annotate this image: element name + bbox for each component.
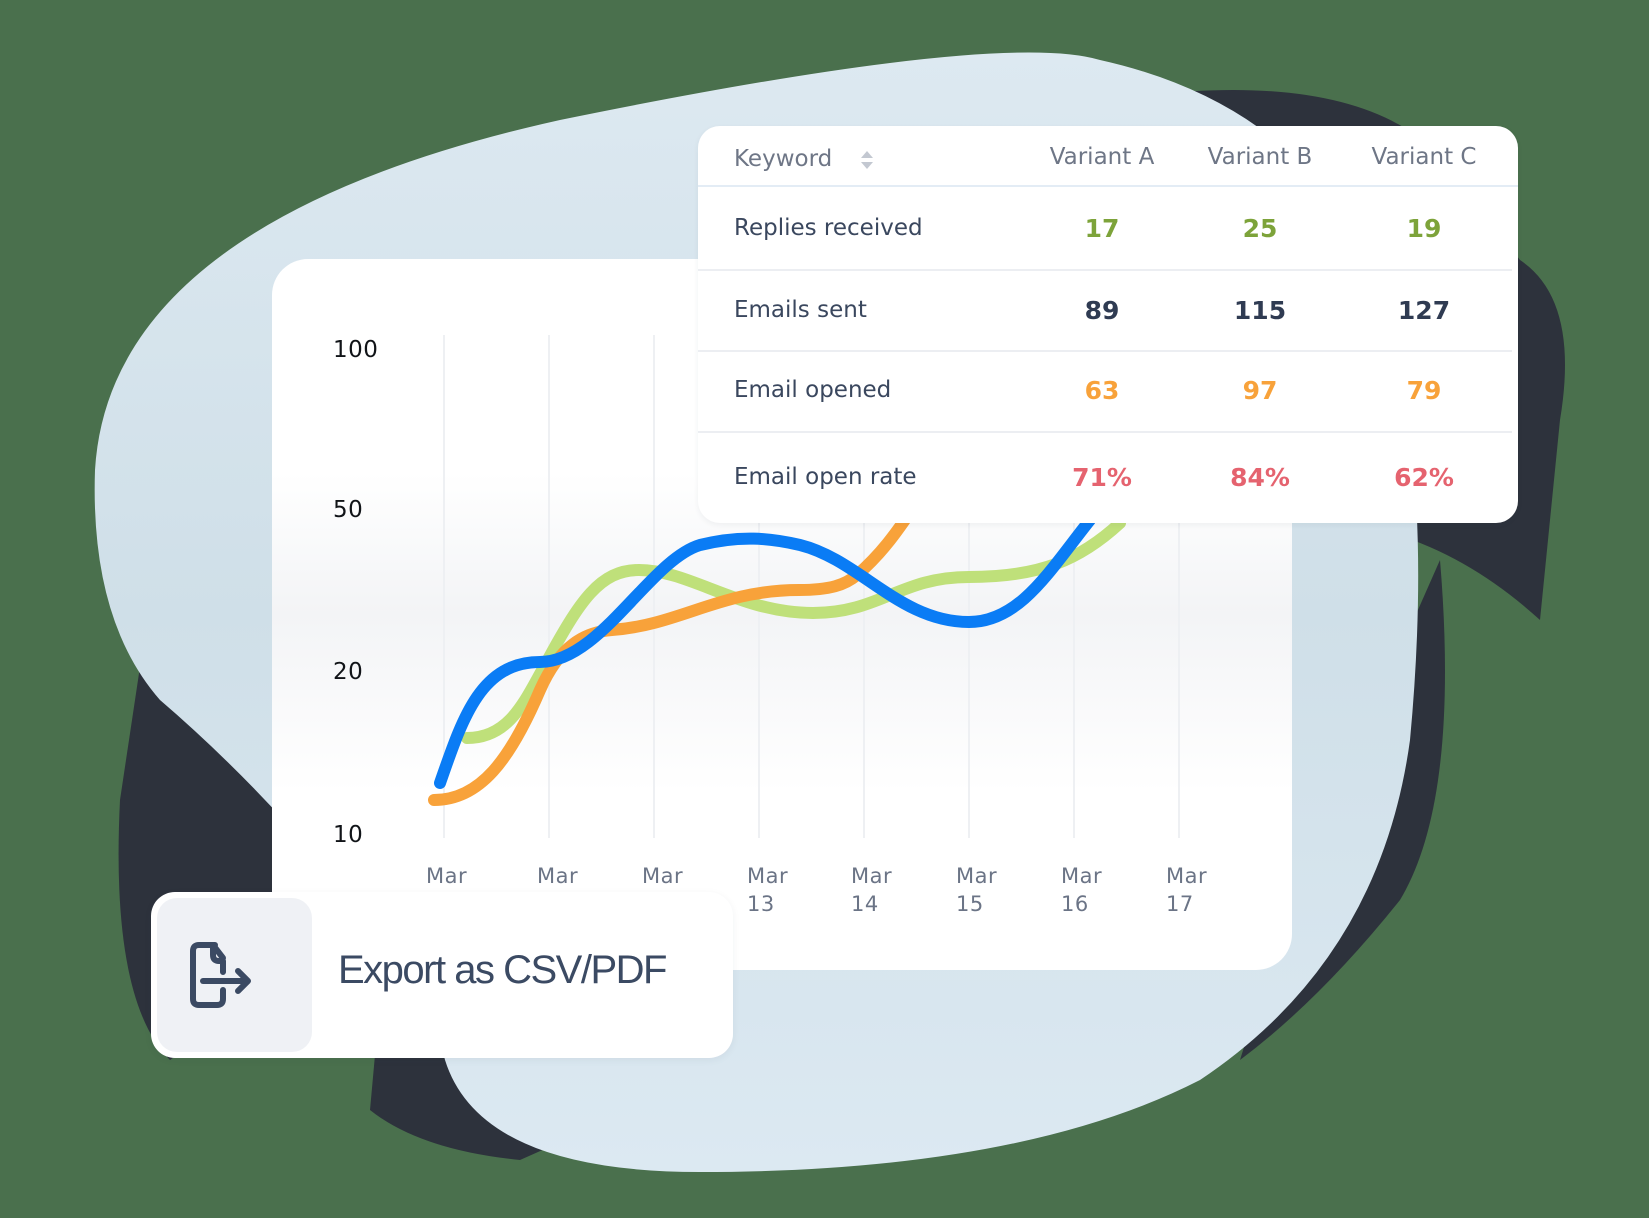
export-icon-tile[interactable]	[157, 898, 312, 1052]
row-label: Email opened	[734, 377, 892, 403]
x-tick-label: Mar 15	[956, 864, 998, 916]
cell-variant-c: 127	[1397, 296, 1451, 325]
cell-variant-a: 89	[1084, 296, 1120, 325]
y-tick-label: 100	[333, 337, 379, 363]
cell-variant-c: 62%	[1394, 463, 1454, 492]
y-tick-label: 50	[333, 497, 364, 523]
x-tick-label: Mar 16	[1061, 864, 1103, 916]
export-label: Export as CSV/PDF	[338, 948, 667, 992]
row-label: Emails sent	[734, 297, 867, 323]
x-tick-label: Mar 13	[747, 864, 789, 916]
cell-variant-c: 79	[1406, 376, 1442, 405]
row-divider	[698, 350, 1512, 352]
x-tick-label: Mar	[642, 864, 684, 888]
cell-variant-b: 97	[1242, 376, 1278, 405]
series-orange-line	[428, 499, 921, 806]
cell-variant-c: 19	[1406, 214, 1442, 243]
cell-variant-a: 17	[1084, 214, 1120, 243]
x-tick-label: Mar	[426, 864, 468, 888]
cell-variant-b: 84%	[1230, 463, 1290, 492]
x-tick-label: Mar 14	[851, 864, 893, 916]
row-label: Email open rate	[734, 464, 917, 490]
column-header-variant-b: Variant B	[1207, 144, 1313, 170]
y-tick-label: 20	[333, 659, 364, 685]
header-divider	[698, 185, 1518, 187]
column-header-keyword[interactable]: Keyword	[734, 146, 833, 172]
cell-variant-a: 63	[1084, 376, 1120, 405]
file-export-icon	[190, 942, 251, 1008]
metrics-table-card	[698, 126, 1518, 523]
cell-variant-b: 115	[1233, 296, 1287, 325]
column-header-variant-a: Variant A	[1049, 144, 1155, 170]
y-tick-label: 10	[333, 822, 364, 848]
column-header-variant-c: Variant C	[1371, 144, 1477, 170]
row-divider	[698, 269, 1512, 271]
x-tick-label: Mar	[537, 864, 579, 888]
series-green-line	[461, 517, 1126, 744]
cell-variant-a: 71%	[1072, 463, 1132, 492]
series-blue-line	[434, 514, 1096, 789]
row-label: Replies received	[734, 215, 923, 241]
cell-variant-b: 25	[1242, 214, 1278, 243]
x-tick-label: Mar 17	[1166, 864, 1208, 916]
sort-icon[interactable]	[860, 150, 874, 170]
row-divider	[698, 431, 1512, 433]
